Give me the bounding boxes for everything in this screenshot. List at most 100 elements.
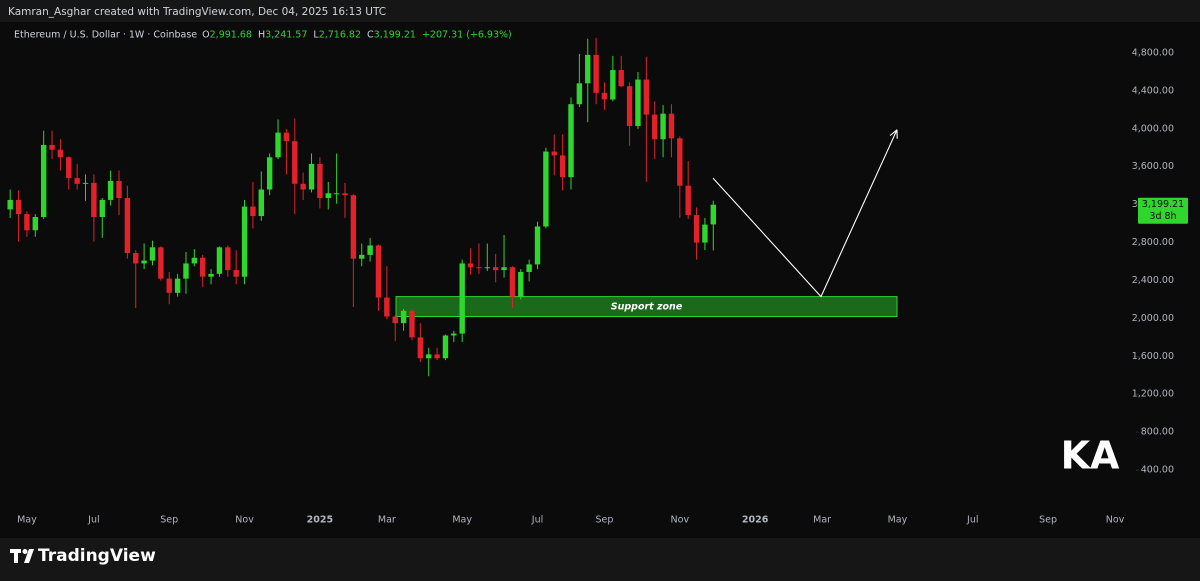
last-price-tag	[1138, 197, 1188, 224]
candle-body	[40, 144, 47, 217]
chart-panel	[0, 22, 1200, 538]
candle-body	[501, 267, 507, 271]
x-tick-label: Nov	[1106, 515, 1125, 526]
candle-body	[484, 267, 490, 269]
ohlc-value: 3,199.21	[374, 30, 416, 41]
candle-body	[426, 354, 432, 359]
candle-body	[693, 215, 700, 243]
candle-body	[82, 182, 89, 184]
candle-body	[375, 245, 382, 298]
candle-body	[534, 226, 541, 265]
footer-brand: TradingView	[38, 546, 156, 566]
candle-body	[635, 79, 641, 126]
logo-stem	[14, 549, 18, 563]
candle-body	[652, 114, 658, 140]
candle-body	[124, 198, 131, 254]
candle-body	[317, 163, 323, 199]
candle-body	[685, 185, 691, 216]
candle-body	[626, 86, 633, 126]
candle-body	[618, 70, 624, 87]
candle-body	[333, 193, 340, 195]
projection-line	[712, 129, 898, 298]
projection-arrowhead	[889, 129, 898, 136]
candle-body	[116, 180, 122, 199]
candle-body	[283, 132, 290, 142]
candle-body	[241, 206, 248, 277]
candle-body	[208, 273, 214, 277]
candle-body	[476, 267, 482, 269]
candle-body	[74, 178, 80, 184]
ohlc-value: 2,716.82	[319, 30, 361, 41]
candle-body	[643, 79, 650, 115]
candle-body	[325, 193, 331, 199]
countdown-label: 3d 8h	[1149, 211, 1176, 222]
candle-body	[191, 257, 198, 264]
candle-body	[668, 113, 675, 139]
candle-body	[233, 270, 239, 277]
candle-body	[442, 335, 449, 359]
x-tick-label: Sep	[596, 515, 614, 526]
candle-body	[66, 157, 72, 179]
x-tick-label: Mar	[813, 515, 831, 526]
ohlc-letter: H	[258, 30, 265, 41]
candle-body	[359, 254, 365, 259]
candle-body	[492, 267, 499, 271]
candle-body	[593, 54, 599, 93]
candle-body	[518, 271, 524, 297]
candle-body	[710, 204, 716, 225]
candle-body	[225, 247, 231, 271]
y-tick-label: 4,400.00	[1132, 85, 1174, 96]
candle-body	[24, 214, 30, 231]
x-tick-label: Mar	[378, 515, 396, 526]
candle-body	[166, 278, 172, 293]
ohlc-value: 3,241.57	[265, 30, 307, 41]
candle-body	[434, 354, 440, 359]
candle-body	[400, 310, 407, 324]
x-tick-label: Sep	[1039, 515, 1057, 526]
candle-body	[91, 182, 97, 217]
candle-body	[57, 149, 64, 158]
x-tick-label: Jul	[966, 515, 978, 526]
footer-logo-icon	[10, 549, 34, 563]
support-zone	[395, 296, 898, 318]
candle-body	[300, 183, 306, 190]
candle-body	[32, 216, 38, 231]
candle-body	[601, 92, 608, 100]
x-tick-label: 2025	[307, 515, 333, 526]
y-tick-label: 800.00	[1141, 427, 1174, 438]
candle-body	[200, 257, 206, 277]
ohlc-value: 2,991.68	[210, 30, 252, 41]
candle-body	[467, 263, 474, 268]
x-tick-label: 2026	[742, 515, 769, 526]
y-tick-label: 2,800.00	[1132, 237, 1174, 248]
candle-body	[451, 333, 457, 336]
candle-body	[7, 199, 13, 210]
candle-body	[308, 163, 315, 190]
candle-body	[610, 70, 616, 100]
candle-body	[174, 278, 181, 293]
ohlc-letter: O	[202, 30, 209, 41]
y-tick-label: 3,600.00	[1132, 161, 1174, 172]
candle-body	[183, 263, 189, 279]
x-tick-label: Jul	[531, 515, 543, 526]
candle-body	[149, 247, 156, 261]
candle-body	[384, 297, 390, 317]
candle-body	[526, 264, 532, 272]
candle-body	[576, 83, 583, 105]
candle-body	[409, 310, 415, 338]
y-tick-label: 1,600.00	[1132, 351, 1174, 362]
logo-dot	[22, 549, 28, 554]
y-tick-label: 1,200.00	[1132, 389, 1174, 400]
candle-body	[133, 253, 139, 264]
candle-body	[417, 337, 424, 359]
watermark: KA	[1061, 434, 1120, 478]
candle-body	[509, 267, 516, 297]
change-value: +207.31 (+6.93%)	[422, 30, 512, 41]
x-tick-label: May	[452, 515, 472, 526]
x-tick-label: Sep	[160, 515, 178, 526]
x-tick-label: Nov	[235, 515, 254, 526]
ohlc-letter: C	[367, 30, 374, 41]
candle-body	[585, 54, 591, 84]
